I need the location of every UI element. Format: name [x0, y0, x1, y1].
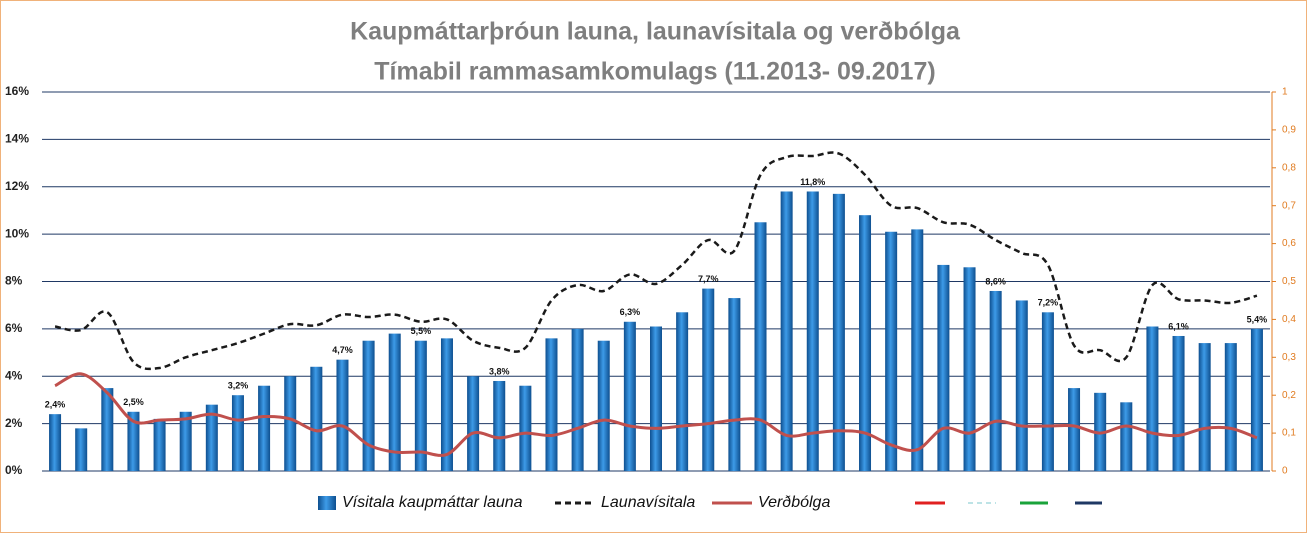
data-label: 4,7% [332, 345, 353, 355]
data-label: 5,4% [1247, 314, 1268, 324]
legend-label: Launavísitala [601, 494, 695, 511]
data-label: 11,8% [800, 177, 825, 187]
bar [440, 338, 453, 471]
y-tick-label: 10% [5, 226, 29, 240]
bar [911, 229, 924, 471]
y-tick-label: 6% [5, 321, 23, 335]
bar [545, 338, 558, 471]
y-tick-label: 12% [5, 179, 29, 193]
bar [806, 191, 819, 472]
chart-subtitle: Tímabil rammasamkomulags (11.2013- 09.20… [374, 58, 935, 86]
y2-tick-label: 0,8 [1282, 162, 1296, 173]
data-label: 7,7% [698, 274, 719, 284]
bar [493, 380, 506, 471]
bar [989, 290, 1002, 471]
data-label: 3,8% [489, 366, 510, 376]
y2-tick-label: 0,2 [1282, 390, 1296, 401]
bar [1041, 312, 1054, 471]
y-tick-label: 2% [5, 416, 23, 430]
bar [153, 418, 166, 471]
bar [728, 298, 741, 471]
y2-tick-label: 0,4 [1282, 314, 1296, 325]
line [54, 372, 1258, 457]
data-label: 7,2% [1038, 298, 1059, 308]
bar [467, 376, 480, 471]
bar [1172, 335, 1185, 471]
bar [179, 411, 192, 471]
bar [1120, 402, 1133, 471]
bar [937, 264, 950, 471]
bar [571, 328, 584, 471]
y2-tick-label: 0,7 [1282, 200, 1296, 211]
bar [388, 333, 401, 471]
legend-label: Verðbólga [758, 494, 830, 511]
y2-tick-label: 0,3 [1282, 352, 1296, 363]
bar [519, 385, 532, 471]
bar [75, 428, 88, 471]
data-label: 5,5% [411, 326, 432, 336]
bar [597, 340, 610, 471]
bar [754, 222, 767, 471]
bar [362, 340, 375, 471]
y2-tick-label: 0 [1282, 466, 1288, 477]
bar [1068, 388, 1081, 471]
y2-tick-label: 0,1 [1282, 428, 1296, 439]
bar [231, 395, 244, 471]
bar [1146, 326, 1159, 471]
bar [1250, 328, 1263, 471]
y-tick-label: 8% [5, 274, 23, 288]
bar [623, 321, 636, 471]
bar [310, 366, 323, 471]
y-tick-label: 0% [5, 463, 23, 477]
data-label: 6,1% [1168, 321, 1189, 331]
data-label: 2,4% [45, 400, 66, 410]
bar [284, 376, 297, 471]
bar [205, 404, 218, 471]
y-tick-label: 14% [5, 132, 29, 146]
data-label: 8,6% [985, 276, 1006, 286]
bar [49, 414, 62, 471]
bar [859, 215, 872, 471]
y2-tick-label: 0,5 [1282, 276, 1296, 287]
bar [101, 388, 114, 471]
y-tick-label: 4% [5, 368, 23, 382]
bar [676, 312, 689, 471]
bar [963, 267, 976, 471]
y2-tick-label: 0,9 [1282, 125, 1296, 136]
bar [1198, 343, 1211, 471]
bar [1224, 343, 1237, 471]
bar [1015, 300, 1028, 471]
data-label: 2,5% [123, 397, 144, 407]
y-tick-label: 16% [5, 84, 29, 98]
legend-swatch [318, 496, 336, 510]
bar [702, 288, 715, 471]
bar [885, 231, 898, 471]
y2-tick-label: 1 [1282, 87, 1288, 98]
legend-label: Vísitala kaupmáttar launa [342, 494, 523, 511]
bar [127, 411, 140, 471]
bar [336, 359, 349, 471]
data-label: 6,3% [620, 307, 641, 317]
bar [832, 193, 845, 471]
bar [780, 191, 793, 472]
bar [414, 340, 427, 471]
bar [258, 385, 271, 471]
y2-tick-label: 0,6 [1282, 238, 1296, 249]
bar [650, 326, 662, 471]
data-label: 3,2% [228, 381, 249, 391]
chart-title: Kaupmáttarþróun launa, launavísitala og … [350, 18, 961, 46]
